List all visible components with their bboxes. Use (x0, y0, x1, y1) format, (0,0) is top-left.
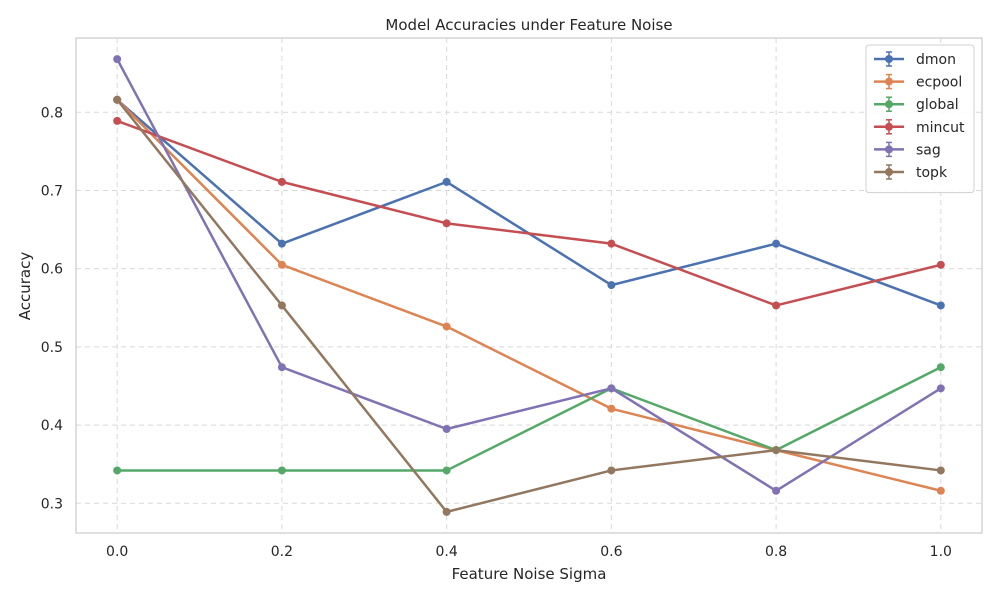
y-axis-title: Accuracy (16, 252, 34, 321)
series-layer (113, 55, 945, 516)
legend-marker-mincut (885, 122, 893, 131)
legend: dmon ecpool global mincut sag topk (865, 44, 975, 194)
data-point-global (936, 363, 945, 372)
data-point-topk (277, 301, 286, 310)
x-tick-label: 0.6 (600, 544, 622, 560)
chart-title: Model Accuracies under Feature Noise (385, 16, 672, 34)
legend-item-ecpool: ecpool (874, 73, 962, 91)
legend-marker-topk (885, 168, 893, 176)
data-point-topk (442, 507, 451, 516)
data-point-global (442, 466, 451, 475)
data-point-mincut (442, 219, 451, 228)
data-point-sag (772, 486, 781, 495)
series-line-mincut (116, 119, 942, 307)
x-tick-label: 1.0 (930, 544, 952, 560)
series-line-ecpool (116, 98, 942, 492)
data-point-ecpool (442, 322, 451, 331)
data-point-dmon (442, 177, 451, 186)
data-point-ecpool (607, 404, 616, 413)
y-axis-ticks: 0.3 0.4 0.5 0.6 0.7 0.8 (41, 105, 63, 512)
series-line-global (117, 366, 942, 472)
series-sag (113, 55, 945, 495)
data-point-sag (113, 55, 122, 64)
x-tick-label: 0.2 (271, 544, 293, 560)
legend-item-topk: topk (874, 164, 948, 181)
data-point-topk (113, 95, 122, 104)
grid-lines (76, 38, 982, 533)
legend-label-dmon: dmon (916, 52, 956, 68)
x-tick-label: 0.8 (765, 544, 787, 560)
data-point-sag (277, 363, 286, 372)
data-point-mincut (277, 177, 286, 186)
series-mincut (113, 116, 945, 310)
x-axis-ticks: 0.0 0.2 0.4 0.6 0.8 1.0 (106, 544, 952, 560)
legend-label-sag: sag (916, 142, 941, 158)
data-point-global (277, 466, 286, 475)
legend-item-mincut: mincut (874, 119, 965, 136)
series-line-topk (116, 98, 941, 514)
data-point-global (113, 466, 122, 475)
legend-marker-sag (885, 145, 893, 154)
y-tick-label: 0.5 (41, 340, 63, 356)
data-point-ecpool (936, 486, 945, 495)
data-point-mincut (772, 301, 781, 310)
legend-marker-ecpool (885, 77, 893, 86)
legend-item-dmon: dmon (874, 51, 956, 68)
data-point-mincut (936, 260, 945, 269)
data-point-dmon (936, 301, 945, 310)
x-tick-label: 0.0 (106, 544, 128, 560)
legend-label-mincut: mincut (916, 120, 965, 136)
data-point-sag (607, 384, 616, 393)
y-tick-label: 0.6 (41, 262, 63, 278)
series-topk (113, 95, 945, 516)
data-point-topk (936, 466, 945, 475)
legend-label-topk: topk (916, 165, 948, 181)
data-point-dmon (772, 239, 781, 248)
x-tick-label: 0.4 (436, 544, 458, 560)
y-tick-label: 0.8 (41, 105, 63, 121)
legend-item-global: global (874, 96, 959, 113)
data-point-topk (772, 446, 781, 455)
plot-area-frame (75, 37, 983, 534)
legend-marker-global (885, 100, 893, 109)
data-point-ecpool (277, 260, 286, 269)
x-axis-title: Feature Noise Sigma (452, 565, 607, 583)
data-point-sag (936, 384, 945, 393)
data-point-mincut (607, 239, 616, 248)
legend-item-sag: sag (874, 141, 941, 158)
legend-marker-dmon (885, 55, 893, 63)
y-tick-label: 0.4 (41, 418, 63, 434)
data-point-dmon (607, 281, 616, 290)
series-line-sag (116, 58, 942, 493)
y-tick-label: 0.3 (41, 496, 63, 512)
data-point-dmon (277, 239, 286, 248)
data-point-mincut (113, 116, 122, 125)
data-point-topk (607, 466, 616, 475)
data-point-sag (442, 424, 451, 433)
y-tick-label: 0.7 (41, 183, 63, 199)
legend-label-global: global (916, 97, 959, 113)
legend-label-ecpool: ecpool (916, 75, 962, 91)
